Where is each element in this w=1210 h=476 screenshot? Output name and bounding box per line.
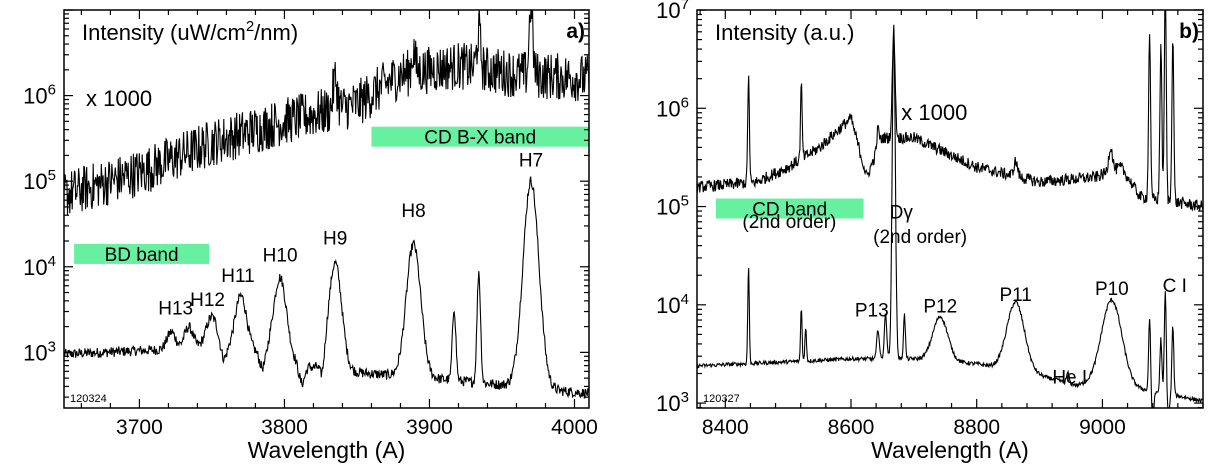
annotation-b-6: He I bbox=[1052, 367, 1087, 388]
y-tick-label: 107 bbox=[656, 0, 689, 23]
annotation-a-4: H9 bbox=[323, 229, 347, 250]
band-bar-a-1 bbox=[371, 126, 589, 147]
panel-label-b: b) bbox=[1179, 20, 1199, 43]
annotation-b-5: P11 bbox=[999, 285, 1031, 306]
panel-label-a: a) bbox=[566, 20, 585, 43]
series-main-b bbox=[697, 31, 1203, 408]
series-scaled-a bbox=[64, 10, 589, 216]
y-axis-label: Intensity (a.u.) bbox=[715, 20, 854, 45]
band-bar-b-0 bbox=[715, 198, 864, 219]
annotation-b-1: Dγ bbox=[890, 202, 914, 223]
series-main-a bbox=[64, 176, 589, 399]
annotation-a-0: H13 bbox=[158, 299, 193, 320]
scale-note-a: x 1000 bbox=[86, 86, 152, 111]
x-tick-label: 3700 bbox=[116, 416, 163, 439]
annotation-a-2: H11 bbox=[221, 266, 254, 287]
x-tick-label: 8600 bbox=[828, 416, 875, 439]
annotation-a-1: H12 bbox=[190, 290, 225, 311]
annotation-a-3: H10 bbox=[263, 246, 298, 267]
annotation-a-5: H8 bbox=[401, 201, 425, 222]
x-tick-label: 8400 bbox=[702, 416, 749, 439]
id-code-a: 120324 bbox=[70, 393, 107, 405]
x-tick-label: 8800 bbox=[953, 416, 1000, 439]
traces-b bbox=[697, 10, 1203, 408]
x-axis-label: Wavelength (A) bbox=[871, 437, 1029, 463]
y-tick-label: 106 bbox=[23, 82, 56, 109]
x-tick-label: 9000 bbox=[1079, 416, 1126, 439]
plot-frame-b bbox=[696, 9, 1204, 409]
y-axis-label: Intensity (uW/cm2/nm) bbox=[82, 18, 298, 45]
y-tick-label: 104 bbox=[656, 291, 689, 318]
y-tick-label: 103 bbox=[23, 338, 56, 365]
x-tick-label: 4000 bbox=[551, 416, 598, 439]
id-code-b: 120327 bbox=[703, 393, 740, 405]
y-tick-label: 103 bbox=[656, 389, 689, 416]
annotation-b-7: P10 bbox=[1095, 279, 1129, 300]
plot-frame-a bbox=[63, 9, 590, 409]
panel-a: BD band CD B-X band 3700 3800 3900 4000 103 104… bbox=[23, 9, 598, 463]
annotation-b-8: C I bbox=[1163, 276, 1187, 297]
y-tick-label: 104 bbox=[23, 253, 56, 280]
x-axis-label: Wavelength (A) bbox=[248, 437, 406, 463]
band-label-b-0: CD band bbox=[752, 200, 827, 221]
series-scaled-b bbox=[697, 10, 1203, 212]
annotation-b-3: P13 bbox=[855, 301, 889, 322]
band-label-a-1: CD B-X band bbox=[424, 128, 536, 149]
panel-b: CD band 8400 8600 8800 9000 103 104 105 106 107 Wa… bbox=[656, 0, 1204, 463]
annotation-b-0: (2nd order) bbox=[742, 212, 836, 233]
annotation-a-6: H7 bbox=[519, 151, 543, 172]
y-tick-label: 105 bbox=[23, 167, 56, 194]
annotation-b-2: (2nd order) bbox=[873, 227, 967, 248]
annotation-b-4: P12 bbox=[923, 297, 957, 318]
x-tick-label: 3800 bbox=[261, 416, 308, 439]
x-tick-label: 3900 bbox=[406, 416, 453, 439]
scale-note-b: x 1000 bbox=[901, 100, 967, 125]
band-label-a-0: BD band bbox=[105, 245, 179, 266]
traces-a bbox=[64, 10, 589, 399]
band-bar-a-0 bbox=[74, 243, 210, 264]
y-tick-label: 106 bbox=[656, 94, 689, 121]
y-tick-label: 105 bbox=[656, 193, 689, 220]
